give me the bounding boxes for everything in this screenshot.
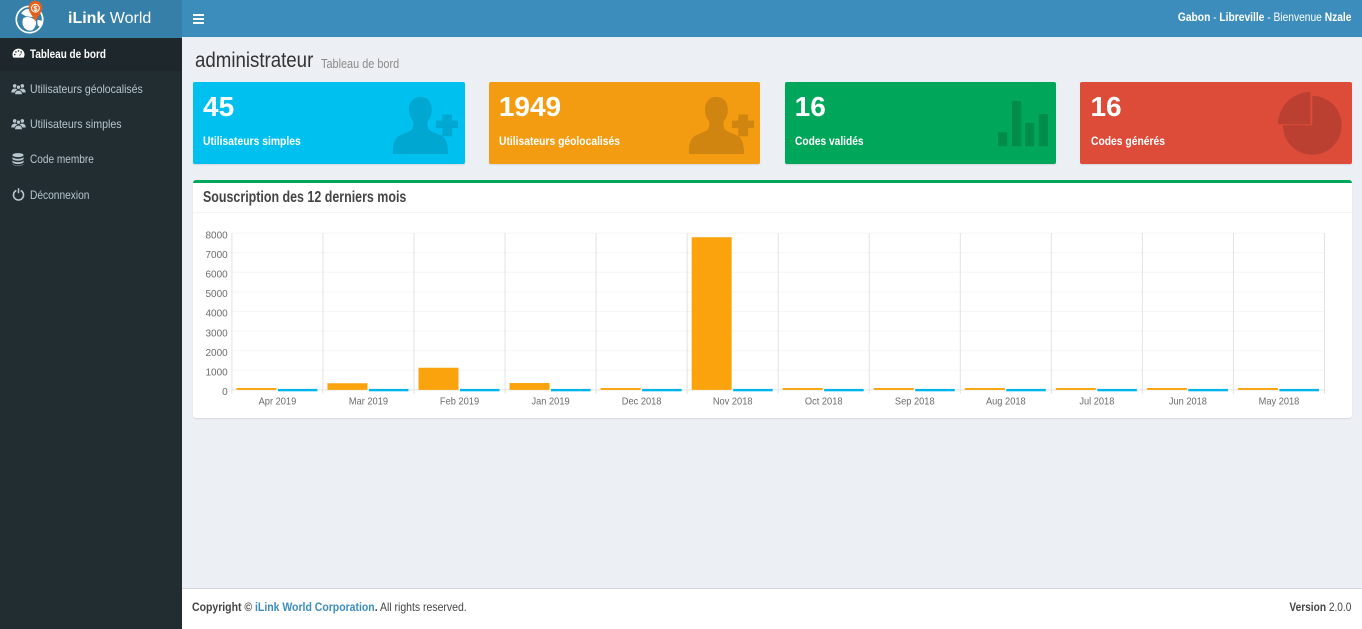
svg-text:6000: 6000 bbox=[206, 270, 228, 281]
svg-text:Dec 2018: Dec 2018 bbox=[622, 397, 662, 408]
svg-text:8000: 8000 bbox=[206, 231, 228, 242]
svg-text:7000: 7000 bbox=[206, 250, 228, 261]
svg-text:1000: 1000 bbox=[206, 368, 228, 379]
svg-text:2000: 2000 bbox=[206, 348, 228, 359]
svg-text:Nov 2018: Nov 2018 bbox=[713, 397, 753, 408]
svg-text:5000: 5000 bbox=[206, 290, 228, 301]
svg-text:3000: 3000 bbox=[206, 329, 228, 340]
svg-text:0: 0 bbox=[222, 388, 228, 399]
svg-text:4000: 4000 bbox=[206, 309, 228, 320]
svg-text:Apr 2019: Apr 2019 bbox=[259, 397, 297, 408]
svg-text:Aug 2018: Aug 2018 bbox=[986, 397, 1026, 408]
svg-text:Sep 2018: Sep 2018 bbox=[895, 397, 935, 408]
svg-text:Jan 2019: Jan 2019 bbox=[532, 397, 570, 408]
svg-text:Feb 2019: Feb 2019 bbox=[440, 397, 479, 408]
svg-text:$: $ bbox=[33, 4, 38, 13]
svg-text:Oct 2018: Oct 2018 bbox=[805, 397, 843, 408]
svg-text:Mar 2019: Mar 2019 bbox=[349, 397, 388, 408]
svg-text:Jul 2018: Jul 2018 bbox=[1079, 397, 1114, 408]
svg-text:May 2018: May 2018 bbox=[1259, 397, 1300, 408]
svg-text:Jun 2018: Jun 2018 bbox=[1169, 397, 1207, 408]
